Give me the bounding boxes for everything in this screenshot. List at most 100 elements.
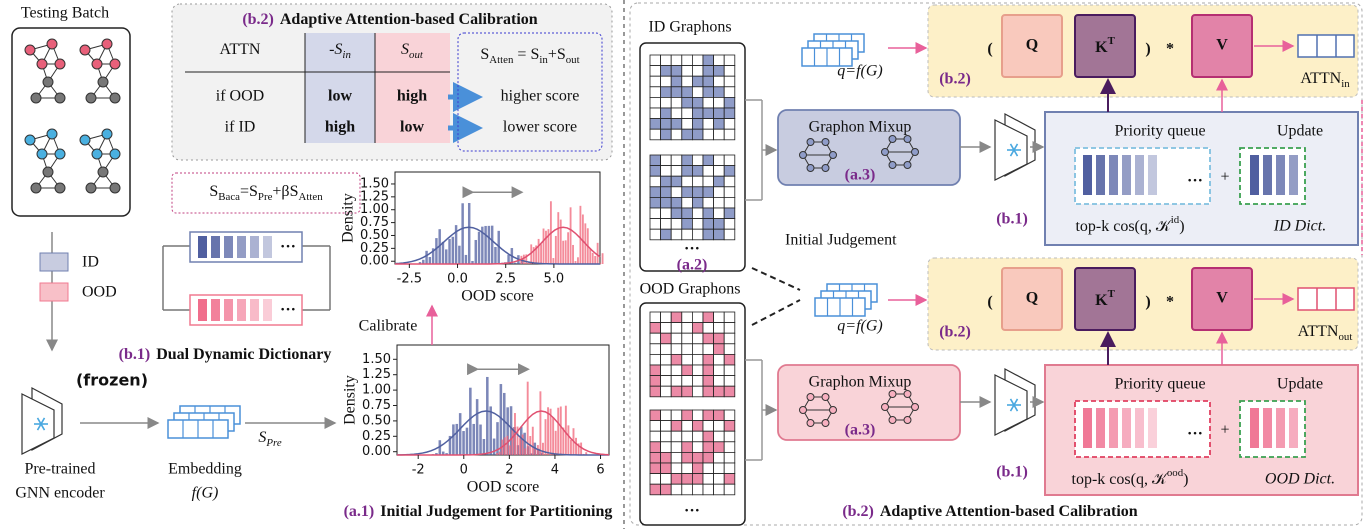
graphon-cell — [714, 55, 725, 66]
hist-bar — [448, 239, 450, 264]
table-cell: if ID — [225, 119, 256, 136]
graphon-cell — [650, 76, 661, 87]
graphon-cell — [724, 97, 735, 108]
graph-node — [904, 416, 911, 423]
text-piece: S — [480, 46, 489, 63]
graphon-cell — [714, 176, 725, 187]
dictionary-entry — [211, 299, 220, 321]
graph-node — [889, 161, 896, 168]
graphon-cell — [661, 463, 672, 474]
hist-bar — [557, 212, 559, 264]
axis-title: OOD score — [461, 288, 533, 305]
graphon-cell — [714, 452, 725, 463]
graphon-cell — [650, 452, 661, 463]
graphon-cell — [724, 431, 735, 442]
graph-node — [37, 149, 47, 159]
graphon-cell — [650, 333, 661, 344]
graphon-cell — [661, 421, 672, 432]
graphon-cell — [724, 463, 735, 474]
graphon-cell — [724, 410, 735, 421]
tag: (a.3) — [845, 167, 876, 184]
dictionary-entry — [1250, 155, 1259, 195]
graphon-cell — [650, 229, 661, 240]
graphon-cell — [671, 354, 682, 365]
graphon-cell — [682, 119, 693, 130]
graphon-cell — [724, 197, 735, 208]
graphon-cell — [724, 421, 735, 432]
graphon-cell — [703, 176, 714, 187]
dashed-connector — [752, 300, 800, 325]
graphon-cell — [692, 431, 703, 442]
graph-node — [800, 407, 807, 414]
graphon-cell — [714, 76, 725, 87]
graphon-cell — [714, 97, 725, 108]
table-cell: low — [400, 119, 424, 136]
y-tick-label: 1.25 — [360, 189, 389, 204]
graphon-cell — [671, 410, 682, 421]
graphon-cell — [650, 386, 661, 397]
y-tick-label: 0.00 — [360, 254, 389, 269]
dictionary-entry — [198, 236, 207, 258]
label: Embedding — [168, 461, 242, 478]
graphon-cell — [703, 354, 714, 365]
hist-bar — [472, 424, 475, 455]
ellipsis: ··· — [684, 241, 700, 258]
text-piece: =S — [240, 183, 258, 200]
hist-bar — [458, 246, 460, 264]
text-piece: Atten — [298, 191, 323, 203]
text-piece: S — [209, 183, 218, 200]
graph-node — [110, 93, 120, 103]
hist-bar — [489, 406, 492, 455]
hist-bar — [567, 232, 569, 264]
table-cell: high — [397, 88, 427, 105]
graphon-cell — [703, 376, 714, 387]
ellipsis: ··· — [280, 302, 296, 319]
x-tick-label: 4 — [551, 463, 559, 478]
operator: * — [1166, 294, 1174, 311]
graphon-cell — [714, 333, 725, 344]
text-piece: in — [1341, 78, 1350, 90]
graphon-cell — [682, 108, 693, 119]
graphon-cell — [692, 344, 703, 355]
dictionary-label: ID Dict. — [1273, 218, 1326, 235]
dictionary-entry — [1122, 155, 1131, 195]
graphon-cell — [650, 129, 661, 140]
graphon-cell — [692, 55, 703, 66]
graphon-cell — [661, 365, 672, 376]
graphon-cell — [671, 463, 682, 474]
hist-bar — [486, 377, 489, 455]
graphon-cell — [714, 129, 725, 140]
graphon-cell — [682, 219, 693, 230]
graphon-cell — [692, 76, 703, 87]
hist-bar — [562, 428, 564, 455]
hist-bar — [456, 424, 459, 455]
graphon-cell — [692, 219, 703, 230]
text-piece: top-k cos(q, 𝒦 — [1075, 218, 1172, 235]
graph-node — [86, 183, 96, 193]
dictionary-entry — [1148, 155, 1157, 195]
graphon-cell — [650, 474, 661, 485]
graphon-cell — [724, 229, 735, 240]
graphon-cell — [692, 386, 703, 397]
text-piece: ATTN — [1298, 323, 1339, 340]
graphon-cell — [714, 431, 725, 442]
graphon-cell — [682, 333, 693, 344]
graphon-cell — [650, 155, 661, 166]
paren: ) — [1145, 41, 1150, 58]
dictionary-entry — [237, 236, 246, 258]
table-cell: if OOD — [216, 88, 264, 105]
hist-bar — [465, 255, 467, 264]
graphon-cell — [692, 474, 703, 485]
graphon-cell — [714, 187, 725, 198]
graphon-cell — [714, 365, 725, 376]
graphon-cell — [682, 97, 693, 108]
graphon-cell — [661, 76, 672, 87]
text-piece: in — [342, 49, 350, 61]
graphon-cell — [692, 176, 703, 187]
graphon-cell — [703, 155, 714, 166]
y-tick-label: 0.25 — [360, 241, 389, 256]
text-piece: S — [401, 41, 409, 58]
dictionary-entry — [1135, 155, 1144, 195]
graphon-cell — [724, 108, 735, 119]
text-piece: Baca — [218, 191, 240, 203]
